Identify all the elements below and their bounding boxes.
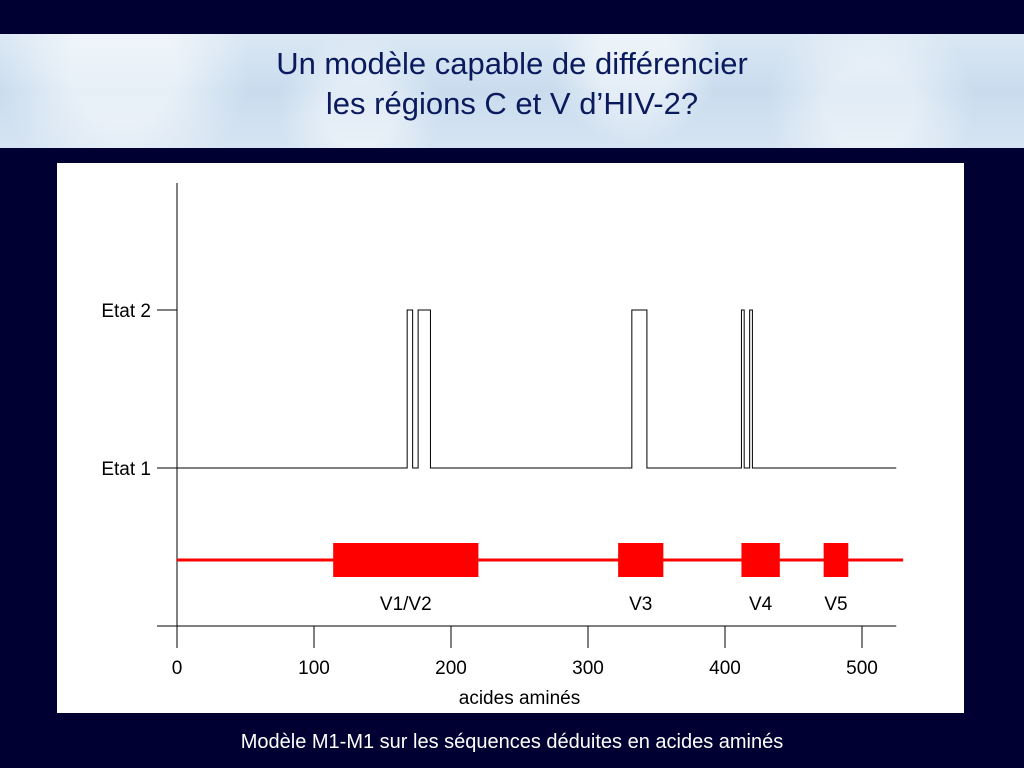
slide-title-line-1: Un modèle capable de différencier bbox=[276, 46, 748, 81]
slide-title: Un modèle capable de différencier les ré… bbox=[0, 44, 1024, 124]
region-block bbox=[618, 543, 664, 577]
chart-panel: Etat 1 Etat 2 V1/V2 V3 V4 V5 0 100 200 300 400 500 a… bbox=[57, 163, 964, 713]
region-block bbox=[333, 543, 479, 577]
slide-title-line-2: les régions C et V d’HIV-2? bbox=[325, 86, 699, 121]
state-series-line bbox=[177, 309, 897, 469]
region-block bbox=[823, 543, 849, 577]
x-tick-label: 400 bbox=[709, 658, 741, 679]
x-tick-label: 100 bbox=[298, 658, 330, 679]
x-tick-label: 0 bbox=[172, 658, 183, 679]
region-label: V5 bbox=[824, 594, 847, 615]
x-tick-label: 500 bbox=[846, 658, 878, 679]
x-tick-label: 300 bbox=[572, 658, 604, 679]
slide-caption: Modèle M1-M1 sur les séquences déduites … bbox=[240, 731, 784, 753]
x-tick-label: 200 bbox=[435, 658, 467, 679]
region-label: V4 bbox=[749, 594, 773, 615]
region-label: V3 bbox=[629, 594, 652, 615]
state-chart: Etat 1 Etat 2 V1/V2 V3 V4 V5 0 100 200 300 400 500 a… bbox=[101, 183, 904, 709]
y-tick-label: Etat 2 bbox=[101, 301, 151, 322]
y-tick-label: Etat 1 bbox=[101, 459, 151, 480]
region-block bbox=[741, 543, 780, 577]
x-axis-label: acides aminés bbox=[459, 688, 580, 709]
region-label: V1/V2 bbox=[380, 594, 432, 615]
title-band bbox=[0, 34, 1024, 148]
